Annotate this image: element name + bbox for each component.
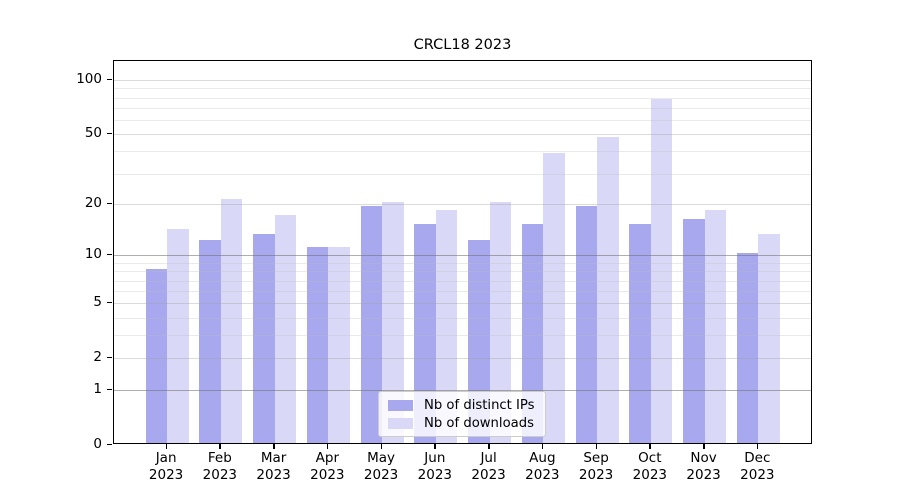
x-tick-label-may: May 2023 — [363, 450, 399, 483]
x-tick-aug — [541, 444, 544, 449]
bar-distinct-ips-apr — [306, 246, 329, 443]
y-tick-10 — [107, 253, 112, 256]
gridline-minor-6 — [114, 291, 811, 293]
x-tick-label-jul: Jul 2023 — [471, 450, 506, 483]
bar-distinct-ips-aug — [521, 223, 544, 443]
gridline-50 — [114, 134, 811, 136]
x-tick-nov — [703, 444, 705, 449]
legend-label-distinct-ips: Nb of distinct IPs — [424, 397, 535, 413]
bar-distinct-ips-mar — [253, 234, 275, 443]
gridline-minor-90 — [114, 88, 811, 90]
legend-label-downloads: Nb of downloads — [424, 415, 534, 431]
bar-distinct-ips-oct — [629, 223, 651, 443]
bar-downloads-may — [382, 202, 404, 443]
gridline-minor-9 — [114, 263, 811, 264]
x-tick-may — [380, 444, 383, 449]
y-tick-50 — [107, 132, 112, 135]
gridline-minor-7 — [114, 280, 811, 282]
y-tick-label-2: 2 — [93, 349, 102, 366]
bar-downloads-aug — [543, 153, 565, 443]
x-tick-dec — [756, 444, 759, 449]
chart-title: CRCL18 2023 — [413, 37, 512, 53]
x-tick-label-mar: Mar 2023 — [256, 450, 291, 483]
gridline-minor-60 — [114, 120, 811, 122]
x-tick-jul — [488, 444, 490, 449]
bar-downloads-feb — [220, 198, 243, 443]
y-tick-0 — [107, 443, 112, 445]
y-tick-label-10: 10 — [84, 246, 102, 263]
bar-distinct-ips-jan — [145, 269, 168, 443]
y-tick-100 — [107, 78, 112, 81]
bar-downloads-apr — [328, 246, 350, 443]
x-tick-label-jun: Jun 2023 — [417, 450, 453, 483]
bar-downloads-nov — [704, 210, 727, 443]
x-tick-label-feb: Feb 2023 — [202, 450, 238, 483]
gridline-minor-30 — [114, 173, 811, 175]
gridline-10 — [114, 255, 811, 257]
x-tick-label-nov: Nov 2023 — [686, 450, 721, 483]
y-tick-2 — [107, 356, 112, 359]
y-tick-20 — [107, 202, 112, 205]
gridline-2 — [114, 358, 811, 360]
legend-swatch-downloads — [388, 417, 413, 429]
bar-downloads-dec — [758, 234, 780, 443]
gridline-100 — [114, 80, 811, 82]
x-tick-label-sep: Sep 2023 — [578, 450, 614, 483]
x-tick-sep — [595, 444, 598, 449]
bar-downloads-mar — [274, 214, 297, 443]
bar-distinct-ips-feb — [199, 240, 221, 443]
gridline-minor-40 — [114, 151, 811, 153]
gridline-minor-80 — [114, 97, 811, 99]
y-tick-label-5: 5 — [93, 294, 102, 311]
x-tick-label-aug: Aug 2023 — [525, 450, 560, 483]
bar-downloads-jul — [489, 202, 512, 443]
gridline-minor-70 — [114, 108, 811, 110]
x-tick-feb — [219, 444, 221, 449]
plot-area — [113, 60, 812, 444]
bar-distinct-ips-may — [360, 206, 383, 443]
legend-item-downloads: Nb of downloads — [388, 414, 538, 432]
x-tick-apr — [326, 444, 329, 449]
y-tick-5 — [107, 301, 112, 304]
y-tick-label-1: 1 — [93, 381, 102, 398]
bar-downloads-jan — [167, 228, 189, 443]
bar-downloads-sep — [597, 137, 619, 443]
bar-distinct-ips-nov — [683, 219, 705, 443]
y-tick-label-0: 0 — [93, 436, 102, 452]
bar-distinct-ips-jun — [414, 223, 436, 443]
gridline-20 — [114, 204, 811, 206]
bar-downloads-jun — [435, 210, 458, 443]
x-tick-label-apr: Apr 2023 — [310, 450, 345, 483]
x-tick-oct — [649, 444, 651, 449]
x-tick-label-jan: Jan 2023 — [148, 450, 184, 483]
x-tick-label-dec: Dec 2023 — [740, 450, 775, 483]
legend-swatch-distinct-ips — [388, 399, 413, 411]
y-tick-label-50: 50 — [84, 125, 102, 142]
gridline-1 — [114, 390, 811, 392]
x-tick-label-oct: Oct 2023 — [632, 450, 668, 483]
bar-distinct-ips-sep — [575, 206, 598, 443]
y-tick-label-20: 20 — [84, 195, 102, 212]
x-tick-jun — [434, 444, 436, 449]
y-tick-label-100: 100 — [76, 71, 102, 88]
gridline-5 — [114, 303, 811, 305]
legend-item-distinct-ips: Nb of distinct IPs — [388, 396, 538, 414]
gridline-minor-4 — [114, 317, 811, 319]
x-tick-mar — [273, 444, 275, 449]
legend: Nb of distinct IPs Nb of downloads — [378, 391, 546, 437]
bar-distinct-ips-dec — [736, 253, 759, 443]
gridline-minor-3 — [114, 335, 811, 337]
x-tick-jan — [165, 444, 168, 449]
bar-downloads-oct — [650, 98, 673, 443]
y-tick-1 — [107, 388, 112, 391]
gridline-minor-8 — [114, 271, 811, 273]
